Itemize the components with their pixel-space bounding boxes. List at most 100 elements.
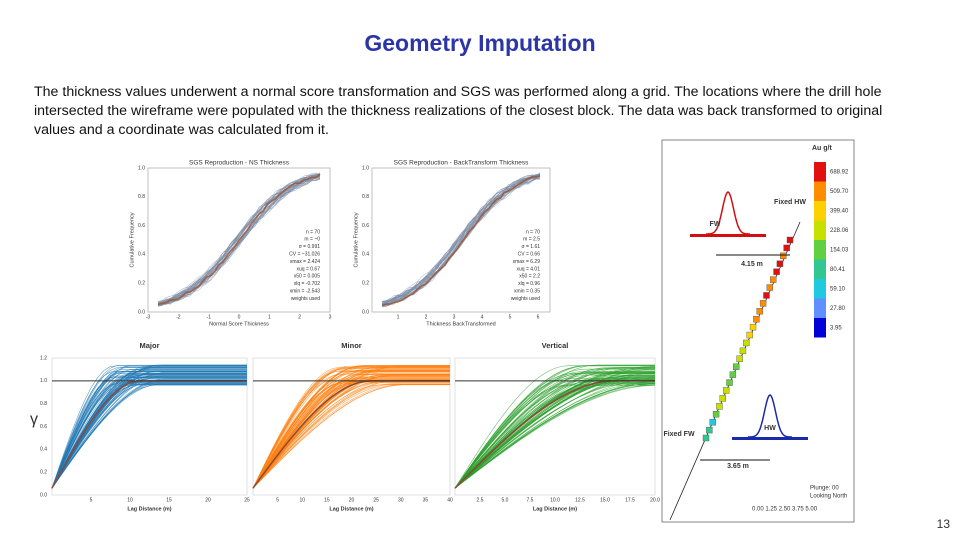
realization: [252, 384, 450, 489]
legend-value: 228.06: [830, 228, 849, 234]
annotation: Looking North: [810, 494, 847, 500]
x-tick-label: 1: [268, 314, 271, 320]
realization: [51, 369, 247, 489]
realization: [252, 378, 450, 489]
fw-curve-base: [690, 234, 766, 237]
x-tick-label: -3: [146, 314, 151, 320]
realization: [454, 381, 656, 489]
stat: xmax = 6.29: [513, 259, 541, 265]
sample: [746, 331, 753, 339]
hw-curve: [747, 394, 793, 438]
stat: n = 70: [306, 229, 320, 235]
x-tick-label: 12.5: [575, 497, 585, 503]
x-tick-label: 15: [166, 497, 172, 503]
stat: m = 2.5: [523, 237, 540, 243]
annotation: Fixed FW: [663, 431, 695, 438]
panel-title: Major: [139, 341, 159, 350]
sample: [736, 355, 743, 362]
x-tick-label: 1: [397, 314, 400, 320]
x-tick-label: 40: [447, 497, 453, 503]
realization: [51, 373, 247, 489]
y-tick-label: 1.2: [40, 355, 47, 361]
sample: [702, 434, 710, 442]
legend-value: 509.70: [830, 189, 849, 195]
realization: [252, 370, 450, 489]
realization: [381, 174, 541, 304]
realization: [51, 383, 247, 489]
x-tick-label: 30: [398, 497, 404, 503]
realization: [454, 377, 655, 489]
hw-curve-base: [732, 437, 808, 440]
x-tick-label: 15: [324, 497, 330, 503]
realization: [381, 174, 541, 305]
realization: [252, 383, 450, 489]
x-tick-label: 5.0: [502, 497, 509, 503]
x-tick-label: 10.0: [550, 497, 560, 503]
sample: [770, 276, 777, 283]
annotation: Plunge: 00: [810, 486, 839, 492]
x-tick-label: 4: [481, 314, 484, 320]
stat: weights used: [291, 296, 320, 302]
stat: n = 70: [526, 229, 540, 235]
sample: [722, 387, 730, 394]
stat: xmin = -2.543: [290, 289, 321, 295]
realization: [454, 379, 655, 489]
realization: [252, 369, 450, 489]
realization: [51, 374, 247, 489]
x-tick-label: 35: [423, 497, 429, 503]
realization: [252, 373, 450, 489]
x-tick-label: -1: [206, 314, 211, 320]
x-tick-label: 10: [127, 497, 133, 503]
y-tick-label: 0.8: [40, 401, 47, 407]
y-tick-label: 0.6: [138, 223, 145, 229]
y-tick-label: 0.4: [138, 252, 145, 258]
sample: [733, 363, 740, 370]
legend-value: 154.03: [830, 248, 849, 254]
x-tick-label: 20.0: [650, 497, 660, 503]
sample: [783, 244, 790, 252]
sample: [753, 316, 760, 323]
annotation: HW: [764, 425, 776, 432]
x-tick-label: 25: [373, 497, 379, 503]
y-tick-label: 0.0: [40, 492, 47, 498]
legend-title: Au g/t: [812, 145, 832, 152]
annotation: Fixed HW: [774, 199, 806, 206]
realization: [381, 177, 541, 305]
x-tick-label: 2: [425, 314, 428, 320]
x-label: Lag Distance (m): [127, 506, 171, 512]
x-tick-label: 7.5: [527, 497, 534, 503]
stat: xlq = 0.96: [518, 281, 540, 287]
annotation: FW: [710, 221, 721, 228]
stat: xmax = 2.424: [290, 259, 320, 265]
y-tick-label: 0.2: [40, 469, 47, 475]
gamma-symbol: γ: [30, 411, 38, 428]
realization: [381, 175, 541, 303]
realization: [51, 371, 247, 489]
x-tick-label: 5: [509, 314, 512, 320]
realization: [381, 175, 541, 307]
stat: weights used: [511, 296, 540, 302]
realization: [454, 381, 656, 489]
sample: [726, 379, 733, 386]
sample: [719, 395, 726, 402]
x-tick-label: -2: [176, 314, 181, 320]
x-tick-label: 3: [453, 314, 456, 320]
realization: [252, 372, 450, 489]
legend-value: 399.40: [830, 209, 849, 215]
scale-bar: 0.00 1.25 2.50 3.75 5.00: [752, 507, 818, 513]
legend-swatch: [814, 162, 826, 182]
legend-value: 27.80: [830, 306, 846, 312]
realization: [454, 384, 655, 489]
y-tick-label: 0.0: [138, 309, 145, 315]
sample: [786, 236, 794, 244]
legend-swatch: [814, 318, 826, 338]
sample: [763, 292, 770, 299]
realization: [51, 376, 247, 489]
legend-value: 3.95: [830, 326, 842, 332]
stat: σ = 1.61: [521, 244, 540, 250]
stat: x50 = 2.2: [519, 274, 540, 280]
realization: [252, 371, 450, 489]
legend-swatch: [814, 240, 826, 260]
y-tick-label: 0.8: [138, 194, 145, 200]
